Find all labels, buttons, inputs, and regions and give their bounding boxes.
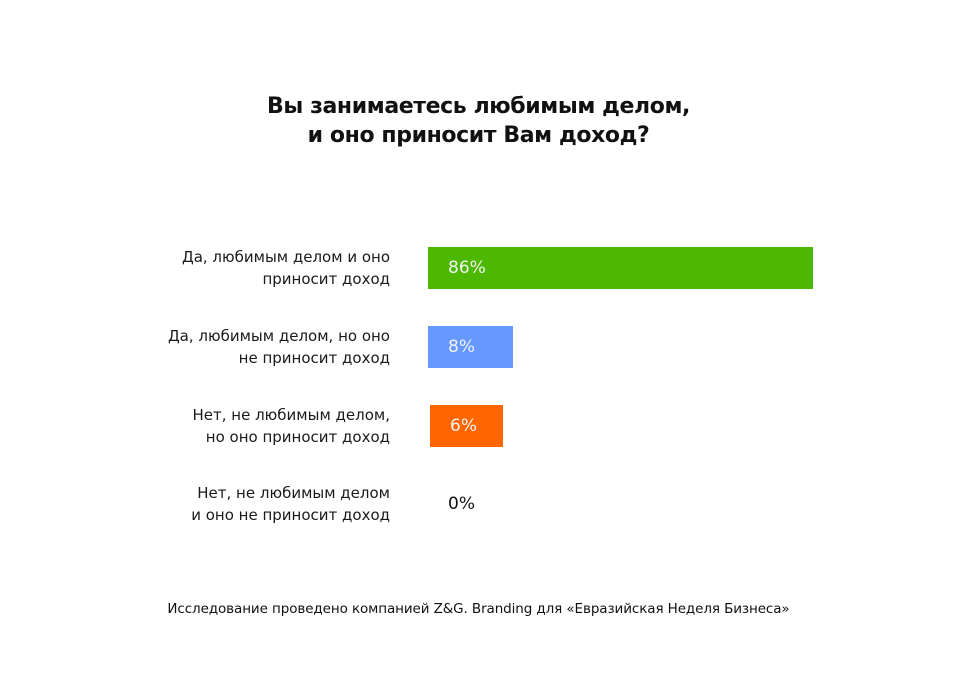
bar-row-1: Да, любимым делом и оно приносит доход 8… bbox=[0, 247, 957, 289]
bar: 6% bbox=[430, 405, 503, 447]
category-label: Да, любимым делом и оно приносит доход bbox=[130, 246, 390, 290]
category-label-line-2: приносит доход bbox=[262, 270, 390, 288]
value-label: 8% bbox=[448, 337, 475, 357]
bar-row-4: Нет, не любимым делом и оно не приносит … bbox=[0, 483, 957, 525]
bar: 8% bbox=[428, 326, 513, 368]
category-label-line-1: Нет, не любимым делом, bbox=[192, 406, 391, 424]
chart-title-line-1: Вы занимаетесь любимым делом, bbox=[266, 94, 691, 119]
category-label-line-1: Нет, не любимым делом bbox=[197, 484, 390, 502]
category-label-line-2: и оно не приносит доход bbox=[191, 506, 390, 524]
category-label-line-2: не приносит доход bbox=[238, 349, 390, 367]
value-label: 6% bbox=[450, 416, 477, 436]
value-label: 0% bbox=[448, 494, 475, 514]
category-label: Нет, не любимым делом и оно не приносит … bbox=[130, 482, 390, 526]
chart-title: Вы занимаетесь любимым делом, и оно прин… bbox=[0, 92, 957, 150]
category-label-line-1: Да, любимым делом, но оно bbox=[167, 327, 390, 345]
chart-title-line-2: и оно приносит Вам доход? bbox=[307, 123, 650, 148]
bar-row-3: Нет, не любимым делом, но оно приносит д… bbox=[0, 405, 957, 447]
bar-row-2: Да, любимым делом, но оно не приносит до… bbox=[0, 326, 957, 368]
category-label: Да, любимым делом, но оно не приносит до… bbox=[130, 325, 390, 369]
source-note: Исследование проведено компанией Z&G. Br… bbox=[167, 601, 790, 617]
category-label-line-2: но оно приносит доход bbox=[205, 428, 390, 446]
category-label-line-1: Да, любимым делом и оно bbox=[181, 248, 390, 266]
category-label: Нет, не любимым делом, но оно приносит д… bbox=[130, 404, 391, 448]
value-label: 86% bbox=[448, 258, 486, 278]
bar: 86% bbox=[428, 247, 813, 289]
